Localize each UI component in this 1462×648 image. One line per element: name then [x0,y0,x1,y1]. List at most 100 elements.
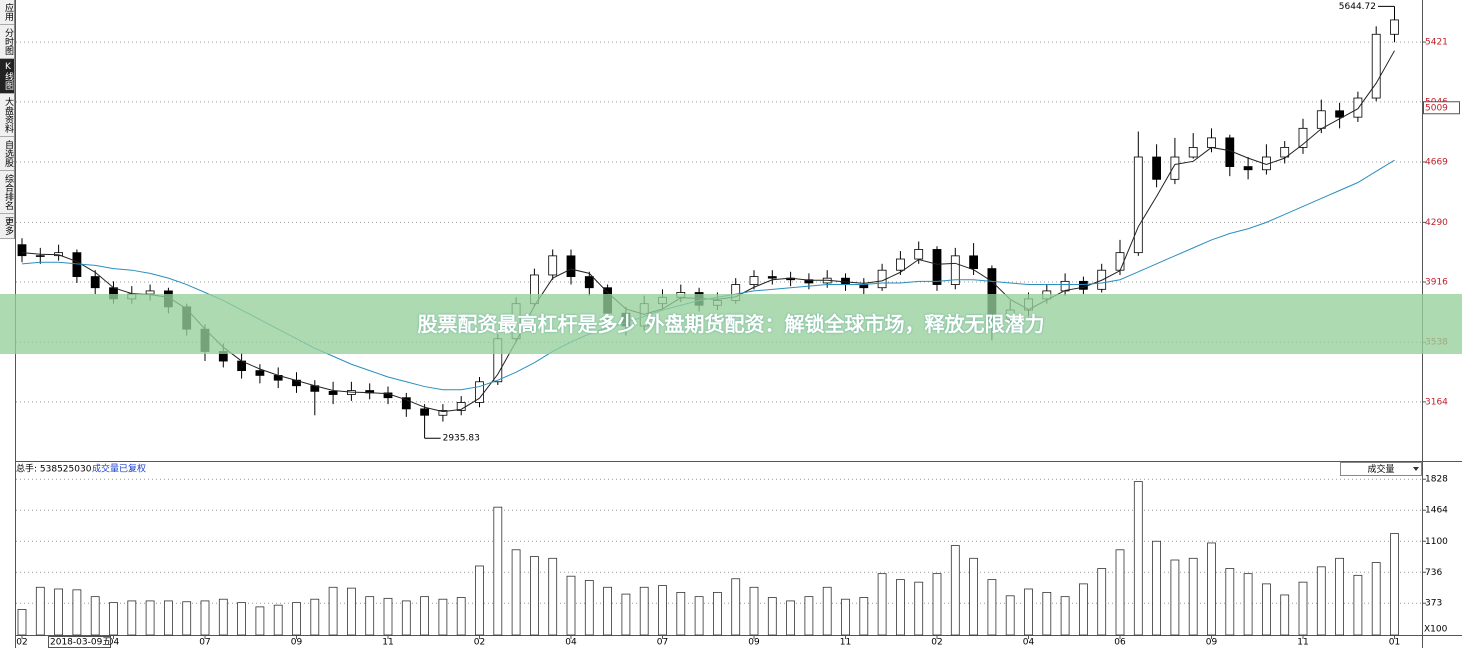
indicator-selector[interactable] [1340,462,1422,476]
volume-bar [1060,596,1070,636]
volume-bar [1188,557,1198,636]
moving-average [21,159,1395,391]
volume-bar [1005,595,1015,636]
volume-bar [420,596,430,636]
candle-body [255,370,265,376]
candle-body [401,397,411,410]
volume-bar [639,586,649,636]
volume-bar [950,545,960,636]
volume-bar [566,575,576,636]
x-tick-label: 02 [16,638,27,648]
volume-bar [127,600,137,636]
y-tick-label: 1828 [1425,475,1448,485]
volume-bar [511,549,521,636]
volume-bar [749,586,759,636]
volume-bar [90,596,100,636]
sidebar-tab[interactable]: 应用 [0,0,14,25]
volume-bar [54,588,63,636]
volume-bar [1207,542,1216,636]
x-tick-label: 07 [199,638,210,648]
candle-body [420,408,430,416]
sidebar: 应用 分时图 K线图 大盘资料 自选股 综合排名 更多 [0,0,15,239]
volume-bar [804,596,814,636]
volume-bar [493,506,503,636]
x-tick-label: 09 [291,638,303,648]
sidebar-tab[interactable]: 分时图 [0,25,14,59]
indicator-selector-label[interactable]: 成交量 [1367,463,1394,475]
sidebar-tab[interactable]: K线图 [0,59,14,94]
volume-bar [1024,588,1033,636]
y-tick-label: 5421 [1425,38,1448,48]
volume-bar [530,556,539,636]
volume-bar [914,581,924,636]
volume-bar [1097,568,1107,636]
candle-body [35,255,45,257]
volume-bar [1280,594,1290,636]
sidebar-tab[interactable]: 综合排名 [0,171,14,214]
volume-bar [365,596,375,636]
x-tick-label: 04 [1023,638,1035,648]
dropdown-arrow[interactable] [1413,467,1419,471]
candle-body [1243,166,1253,171]
volume-bar [200,600,210,636]
sidebar-tab[interactable]: 自选股 [0,137,14,171]
x-tick-label: 09 [748,638,760,648]
candle-body [566,255,576,277]
y-tick-label: 3916 [1425,277,1448,287]
volume-bar [328,586,338,636]
volume-bar [969,557,978,636]
candle-body [1335,110,1344,118]
sidebar-tab[interactable]: 更多 [0,214,14,239]
x-tick-label: 07 [657,638,668,648]
volume-bar [438,598,448,636]
sidebar-tab[interactable]: 大盘资料 [0,94,14,137]
volume-bar [1371,562,1381,636]
candle-body [896,258,905,271]
volume-bar [401,600,411,636]
candle-body [1298,127,1308,148]
volume-bar [35,586,45,636]
x-tick-label: 11 [382,638,393,648]
volume-bar [1170,559,1180,636]
volume-bar [218,598,228,636]
candle-body [877,269,887,289]
volume-bar [822,586,832,636]
volume-bar [896,579,905,636]
volume-bar [17,609,27,636]
volume-bar [1152,540,1161,636]
candle-body [1115,252,1125,271]
candle-body [1390,19,1399,35]
x-tick-label: 06 [1114,638,1126,648]
volume-bar [1042,591,1052,636]
volume-bar [1298,581,1308,636]
candle-body [548,255,558,276]
candle-body [749,276,759,285]
volume-bar [145,600,155,636]
volume-bar [658,585,667,636]
y-tick-label: 373 [1425,599,1442,609]
candle-body [475,381,484,403]
volume-bar [72,589,82,636]
y-tick-label: 1464 [1425,506,1448,516]
volume-bar [1243,573,1253,636]
volume-bar [1353,574,1363,636]
y-tick-label: 4669 [1425,157,1448,167]
volume-bar [731,578,741,636]
volume-bar [310,598,320,636]
candle-body [1207,137,1216,148]
volume-bar [621,593,631,636]
volume-bar [109,602,118,636]
x-tick-label: 02 [931,638,942,648]
volume-total: 总手: 538525030 [16,463,92,475]
y-tick-label: 3164 [1425,397,1448,407]
candle-body [1133,156,1143,254]
volume-bar [859,597,869,636]
volume-bar [603,586,612,636]
candle-body [1280,147,1290,158]
candle-body [438,410,448,416]
volume-bar [273,604,283,636]
y-tick-label: 1100 [1425,537,1448,547]
candle-body [17,244,27,257]
volume-bar [1133,481,1143,636]
x-tick-label: 04 [108,638,120,648]
